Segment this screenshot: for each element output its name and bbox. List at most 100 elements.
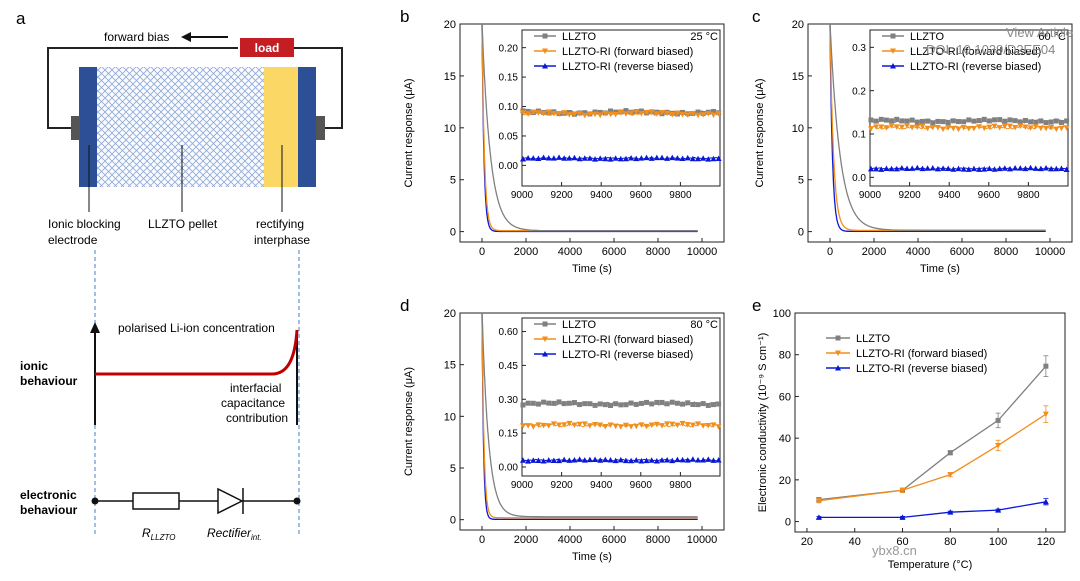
b-legend-text-1: LLZTO-RI (forward biased) bbox=[562, 46, 693, 58]
e-point-1 bbox=[1042, 411, 1049, 418]
e-main-xtick-label: 40 bbox=[849, 536, 861, 548]
c-inset-marker-0 bbox=[986, 118, 992, 124]
c-inset-xtick-label: 9400 bbox=[938, 190, 961, 201]
forward-arrow-head bbox=[181, 32, 191, 42]
c-inset-marker-2 bbox=[888, 165, 895, 172]
c-inset-marker-1 bbox=[1037, 125, 1044, 132]
d-main-xtick-label: 2000 bbox=[514, 534, 538, 546]
d-inset-marker-2 bbox=[519, 457, 526, 463]
d-decay-1 bbox=[481, 312, 698, 519]
resistor-label: RLLZTO bbox=[142, 526, 175, 542]
d-inset-marker-0 bbox=[669, 399, 675, 405]
b-inset-marker-2 bbox=[674, 155, 681, 161]
d-inset-marker-0 bbox=[587, 401, 593, 407]
b-inset-marker-1 bbox=[643, 109, 650, 116]
d-legend-marker-1 bbox=[542, 336, 548, 342]
b-inset-marker-1 bbox=[715, 111, 722, 117]
rectifying-line1: rectifying bbox=[256, 217, 304, 231]
e-point-1 bbox=[899, 487, 906, 494]
d-inset-marker-1 bbox=[617, 424, 624, 430]
c-inset-marker-2 bbox=[929, 164, 936, 171]
b-inset-marker-2 bbox=[561, 155, 568, 161]
b-temperature: 25 °C bbox=[690, 31, 718, 43]
c-inset-marker-1 bbox=[981, 125, 988, 132]
d-inset-marker-0 bbox=[561, 401, 567, 407]
e-point-2 bbox=[815, 514, 822, 520]
b-main-xtick-label: 8000 bbox=[646, 246, 670, 258]
d-inset-marker-0 bbox=[710, 402, 716, 408]
node-left bbox=[91, 497, 99, 505]
d-inset-marker-0 bbox=[638, 400, 644, 406]
e-legend-marker-2 bbox=[835, 365, 841, 371]
d-inset-marker-1 bbox=[586, 423, 593, 429]
b-inset-marker-1 bbox=[633, 109, 640, 115]
panel-a: a load forward bias Ionic blocking elect… bbox=[16, 9, 343, 542]
panel-label-a: a bbox=[16, 9, 26, 28]
c-inset-marker-0 bbox=[1007, 117, 1013, 123]
b-inset-marker-2 bbox=[633, 155, 640, 162]
c-inset-marker-0 bbox=[894, 116, 900, 122]
c-main-ytick-label: 0 bbox=[798, 227, 804, 239]
d-inset-frame bbox=[521, 317, 721, 477]
d-inset-marker-1 bbox=[561, 422, 568, 428]
c-inset-marker-0 bbox=[976, 118, 982, 124]
e-point-2 bbox=[899, 514, 906, 520]
rectifier-label: Rectifierint. bbox=[207, 526, 262, 542]
c-inset-marker-2 bbox=[1053, 165, 1060, 172]
c-inset-marker-1 bbox=[955, 126, 962, 133]
c-inset-marker-2 bbox=[955, 165, 962, 172]
b-main-xtick-label: 6000 bbox=[602, 246, 626, 258]
d-inset-marker-0 bbox=[716, 401, 722, 407]
c-inset-marker-0 bbox=[961, 119, 967, 125]
d-inset-marker-1 bbox=[700, 423, 707, 429]
b-inset-marker-2 bbox=[592, 156, 599, 162]
d-inset-marker-2 bbox=[684, 457, 691, 463]
b-inset-ytick-label: 0.15 bbox=[499, 73, 519, 84]
b-inset-marker-2 bbox=[710, 155, 717, 162]
d-main-ytick-label: 15 bbox=[444, 360, 456, 372]
interfacial-line2: capacitance bbox=[221, 396, 285, 410]
d-inset-marker-1 bbox=[669, 421, 676, 428]
c-inset-ytick-label: 0.2 bbox=[852, 86, 866, 97]
b-inset-marker-1 bbox=[581, 112, 588, 119]
d-inset-marker-1 bbox=[550, 421, 557, 427]
load-label: load bbox=[255, 41, 280, 55]
c-inset-marker-2 bbox=[991, 166, 998, 172]
doi-text: DOI: 10.1039/D2EE04 bbox=[926, 42, 1056, 57]
b-inset-marker-0 bbox=[597, 109, 603, 115]
e-legend-text-1: LLZTO-RI (forward biased) bbox=[856, 348, 987, 360]
c-inset-marker-2 bbox=[1063, 166, 1070, 172]
e-xlabel: Temperature (°C) bbox=[888, 559, 972, 571]
d-inset-marker-1 bbox=[576, 421, 583, 428]
right-contact bbox=[316, 116, 325, 140]
b-inset-marker-1 bbox=[695, 112, 702, 119]
d-inset-ytick-label: 0.45 bbox=[499, 361, 519, 372]
c-inset-marker-1 bbox=[888, 123, 895, 129]
b-inset-marker-1 bbox=[576, 111, 583, 117]
b-inset-marker-2 bbox=[715, 155, 722, 161]
d-inset-marker-2 bbox=[545, 457, 552, 463]
d-inset-ytick-label: 0.00 bbox=[499, 463, 519, 474]
c-inset-marker-0 bbox=[1017, 119, 1023, 125]
d-ylabel: Current response (μA) bbox=[403, 367, 415, 476]
e-main-xtick-label: 20 bbox=[801, 536, 813, 548]
b-inset-xtick-label: 9000 bbox=[511, 190, 534, 201]
c-inset-xtick-label: 9800 bbox=[1017, 190, 1040, 201]
ionic-axis-arrow bbox=[90, 322, 100, 333]
c-inset-marker-2 bbox=[1022, 165, 1029, 172]
c-inset-marker-1 bbox=[1048, 124, 1055, 131]
d-inset-marker-0 bbox=[546, 400, 552, 406]
b-inset-marker-2 bbox=[566, 155, 573, 161]
view-article-link[interactable]: View Article bbox=[1006, 25, 1073, 40]
c-main-xtick-label: 2000 bbox=[862, 246, 886, 258]
d-inset-marker-1 bbox=[535, 422, 542, 428]
d-inset-marker-2 bbox=[525, 458, 532, 464]
d-inset-marker-1 bbox=[638, 422, 645, 428]
b-inset-marker-1 bbox=[705, 111, 712, 117]
b-inset-marker-2 bbox=[705, 156, 712, 162]
b-legend-marker-1 bbox=[542, 48, 548, 54]
d-inset-marker-1 bbox=[628, 424, 635, 430]
b-inset-marker-0 bbox=[608, 108, 614, 114]
b-inset-marker-1 bbox=[561, 110, 568, 116]
c-inset-marker-1 bbox=[945, 125, 952, 131]
